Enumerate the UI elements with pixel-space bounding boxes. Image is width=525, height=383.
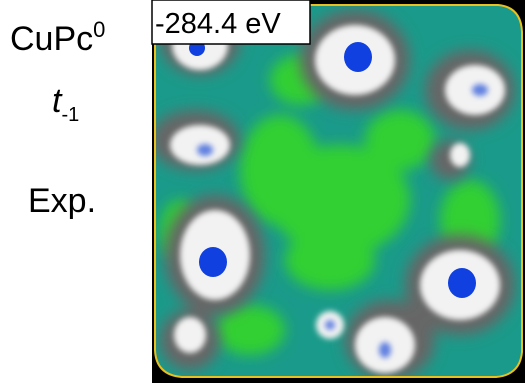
label-part: t: [52, 82, 63, 120]
energy-label-box: [151, 0, 311, 45]
energy-label: -284.4 eV: [155, 8, 281, 40]
label-part: CuPc: [10, 20, 93, 58]
label-part: 0: [93, 17, 105, 42]
orbital-label: t-1: [52, 82, 79, 126]
momentum-map: -284.4 eV: [151, 0, 525, 383]
data-kind: Exp.: [28, 182, 96, 220]
molecule-name: CuPc0: [10, 17, 105, 58]
label-part: -1: [61, 104, 79, 126]
